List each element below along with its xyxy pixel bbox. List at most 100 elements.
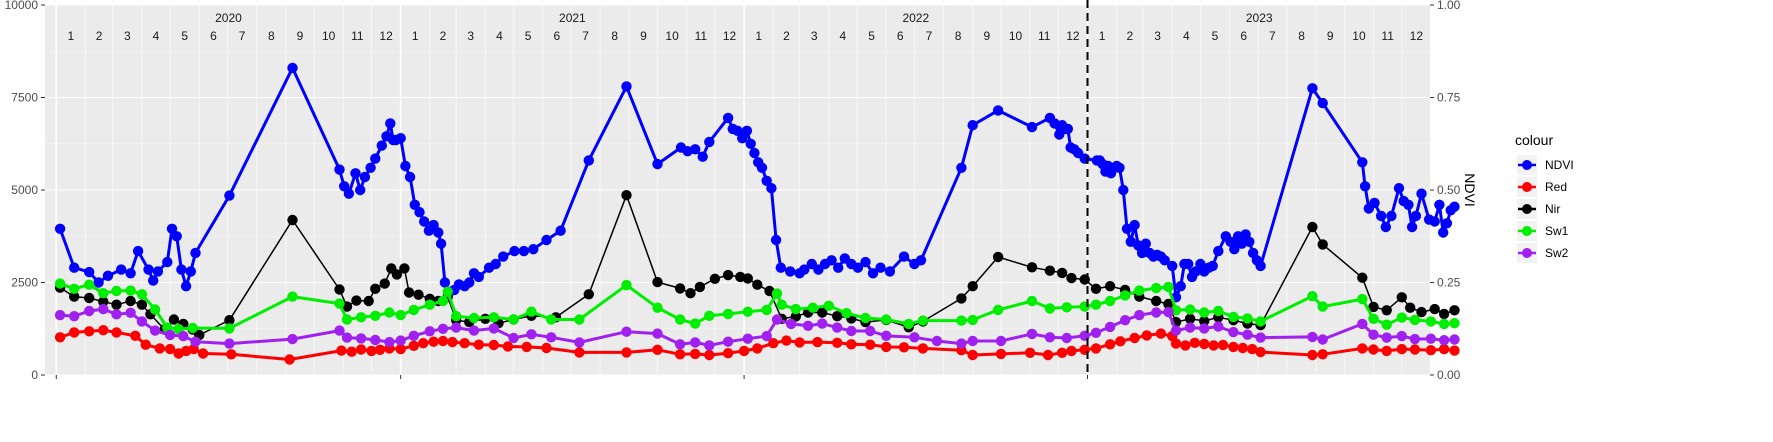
data-point	[652, 302, 663, 313]
data-point	[408, 330, 419, 341]
data-point	[574, 314, 585, 325]
data-point	[1242, 329, 1253, 340]
data-point	[1317, 239, 1328, 250]
data-point	[841, 308, 852, 319]
data-point	[370, 334, 381, 346]
y2-tick-label: 0.00	[1437, 368, 1461, 382]
data-point	[508, 332, 519, 344]
data-point	[967, 281, 978, 292]
data-point	[995, 348, 1007, 360]
month-label: 10	[1009, 29, 1023, 43]
data-point	[832, 337, 843, 348]
data-point	[384, 307, 395, 318]
data-point	[697, 151, 708, 162]
data-point	[1244, 236, 1255, 247]
data-point	[224, 323, 235, 334]
data-point	[832, 311, 843, 322]
month-label: 4	[153, 29, 160, 43]
data-point	[370, 153, 381, 164]
data-point	[526, 306, 537, 317]
data-point	[1134, 285, 1145, 296]
data-point	[168, 314, 180, 325]
data-point	[817, 307, 828, 318]
data-point	[334, 164, 345, 175]
data-point	[190, 247, 201, 259]
month-label: 5	[181, 29, 188, 43]
data-point	[395, 133, 406, 144]
data-point	[1410, 210, 1422, 222]
data-point	[125, 285, 136, 296]
data-point	[884, 266, 896, 277]
data-point	[1175, 281, 1186, 292]
y2-tick-label: 0.50	[1437, 183, 1461, 197]
data-point	[674, 283, 686, 294]
data-point	[852, 262, 864, 273]
data-point	[224, 190, 235, 201]
data-point	[1129, 219, 1140, 231]
data-point	[69, 262, 80, 273]
data-point	[1429, 216, 1440, 227]
data-point	[404, 171, 416, 183]
data-point	[833, 262, 844, 273]
data-point	[1307, 221, 1318, 233]
month-label: 12	[723, 29, 737, 43]
data-point	[419, 216, 430, 227]
data-point	[98, 288, 109, 299]
data-point	[555, 225, 566, 236]
data-point	[54, 278, 66, 289]
data-point	[464, 277, 475, 288]
data-point	[1118, 184, 1129, 196]
data-point	[224, 315, 235, 326]
data-point	[583, 289, 594, 300]
data-point	[93, 277, 104, 288]
month-label: 12	[379, 29, 393, 43]
data-point	[69, 291, 80, 302]
data-point	[395, 309, 406, 321]
data-point	[54, 309, 66, 321]
data-point	[1425, 345, 1437, 356]
data-point	[350, 168, 361, 179]
data-point	[1184, 313, 1196, 324]
data-point	[1434, 199, 1445, 210]
data-point	[652, 328, 663, 339]
data-point	[1062, 123, 1074, 135]
data-point	[490, 258, 501, 270]
data-point	[355, 344, 367, 355]
data-point	[917, 315, 929, 326]
data-point	[473, 271, 484, 283]
data-point	[1255, 346, 1266, 358]
month-label: 6	[210, 29, 217, 43]
month-label: 1	[68, 29, 75, 43]
data-point	[1368, 344, 1379, 355]
data-point	[287, 291, 298, 302]
legend-item-nir: Nir	[1517, 199, 1560, 219]
data-point	[370, 310, 381, 321]
data-point	[1026, 262, 1038, 273]
data-point	[1396, 312, 1408, 323]
month-label: 1	[1099, 29, 1106, 43]
data-point	[1438, 227, 1449, 238]
data-point	[437, 295, 449, 307]
data-point	[652, 276, 663, 288]
data-point	[526, 329, 537, 340]
data-point	[881, 341, 892, 353]
data-point	[722, 269, 734, 281]
data-point	[1357, 318, 1368, 330]
data-point	[447, 336, 458, 348]
month-label: 3	[1154, 29, 1161, 43]
month-label: 8	[611, 29, 618, 43]
data-point	[802, 320, 814, 331]
month-label: 4	[1183, 29, 1190, 43]
data-point	[334, 298, 345, 309]
data-point	[136, 289, 148, 300]
data-point	[875, 262, 886, 273]
data-point	[224, 338, 235, 349]
data-point	[1056, 267, 1068, 279]
data-point	[136, 316, 148, 327]
data-point	[395, 335, 406, 346]
y-tick-label: 0	[31, 368, 38, 382]
data-point	[794, 337, 805, 348]
data-point	[187, 322, 198, 334]
data-point	[1317, 334, 1328, 345]
